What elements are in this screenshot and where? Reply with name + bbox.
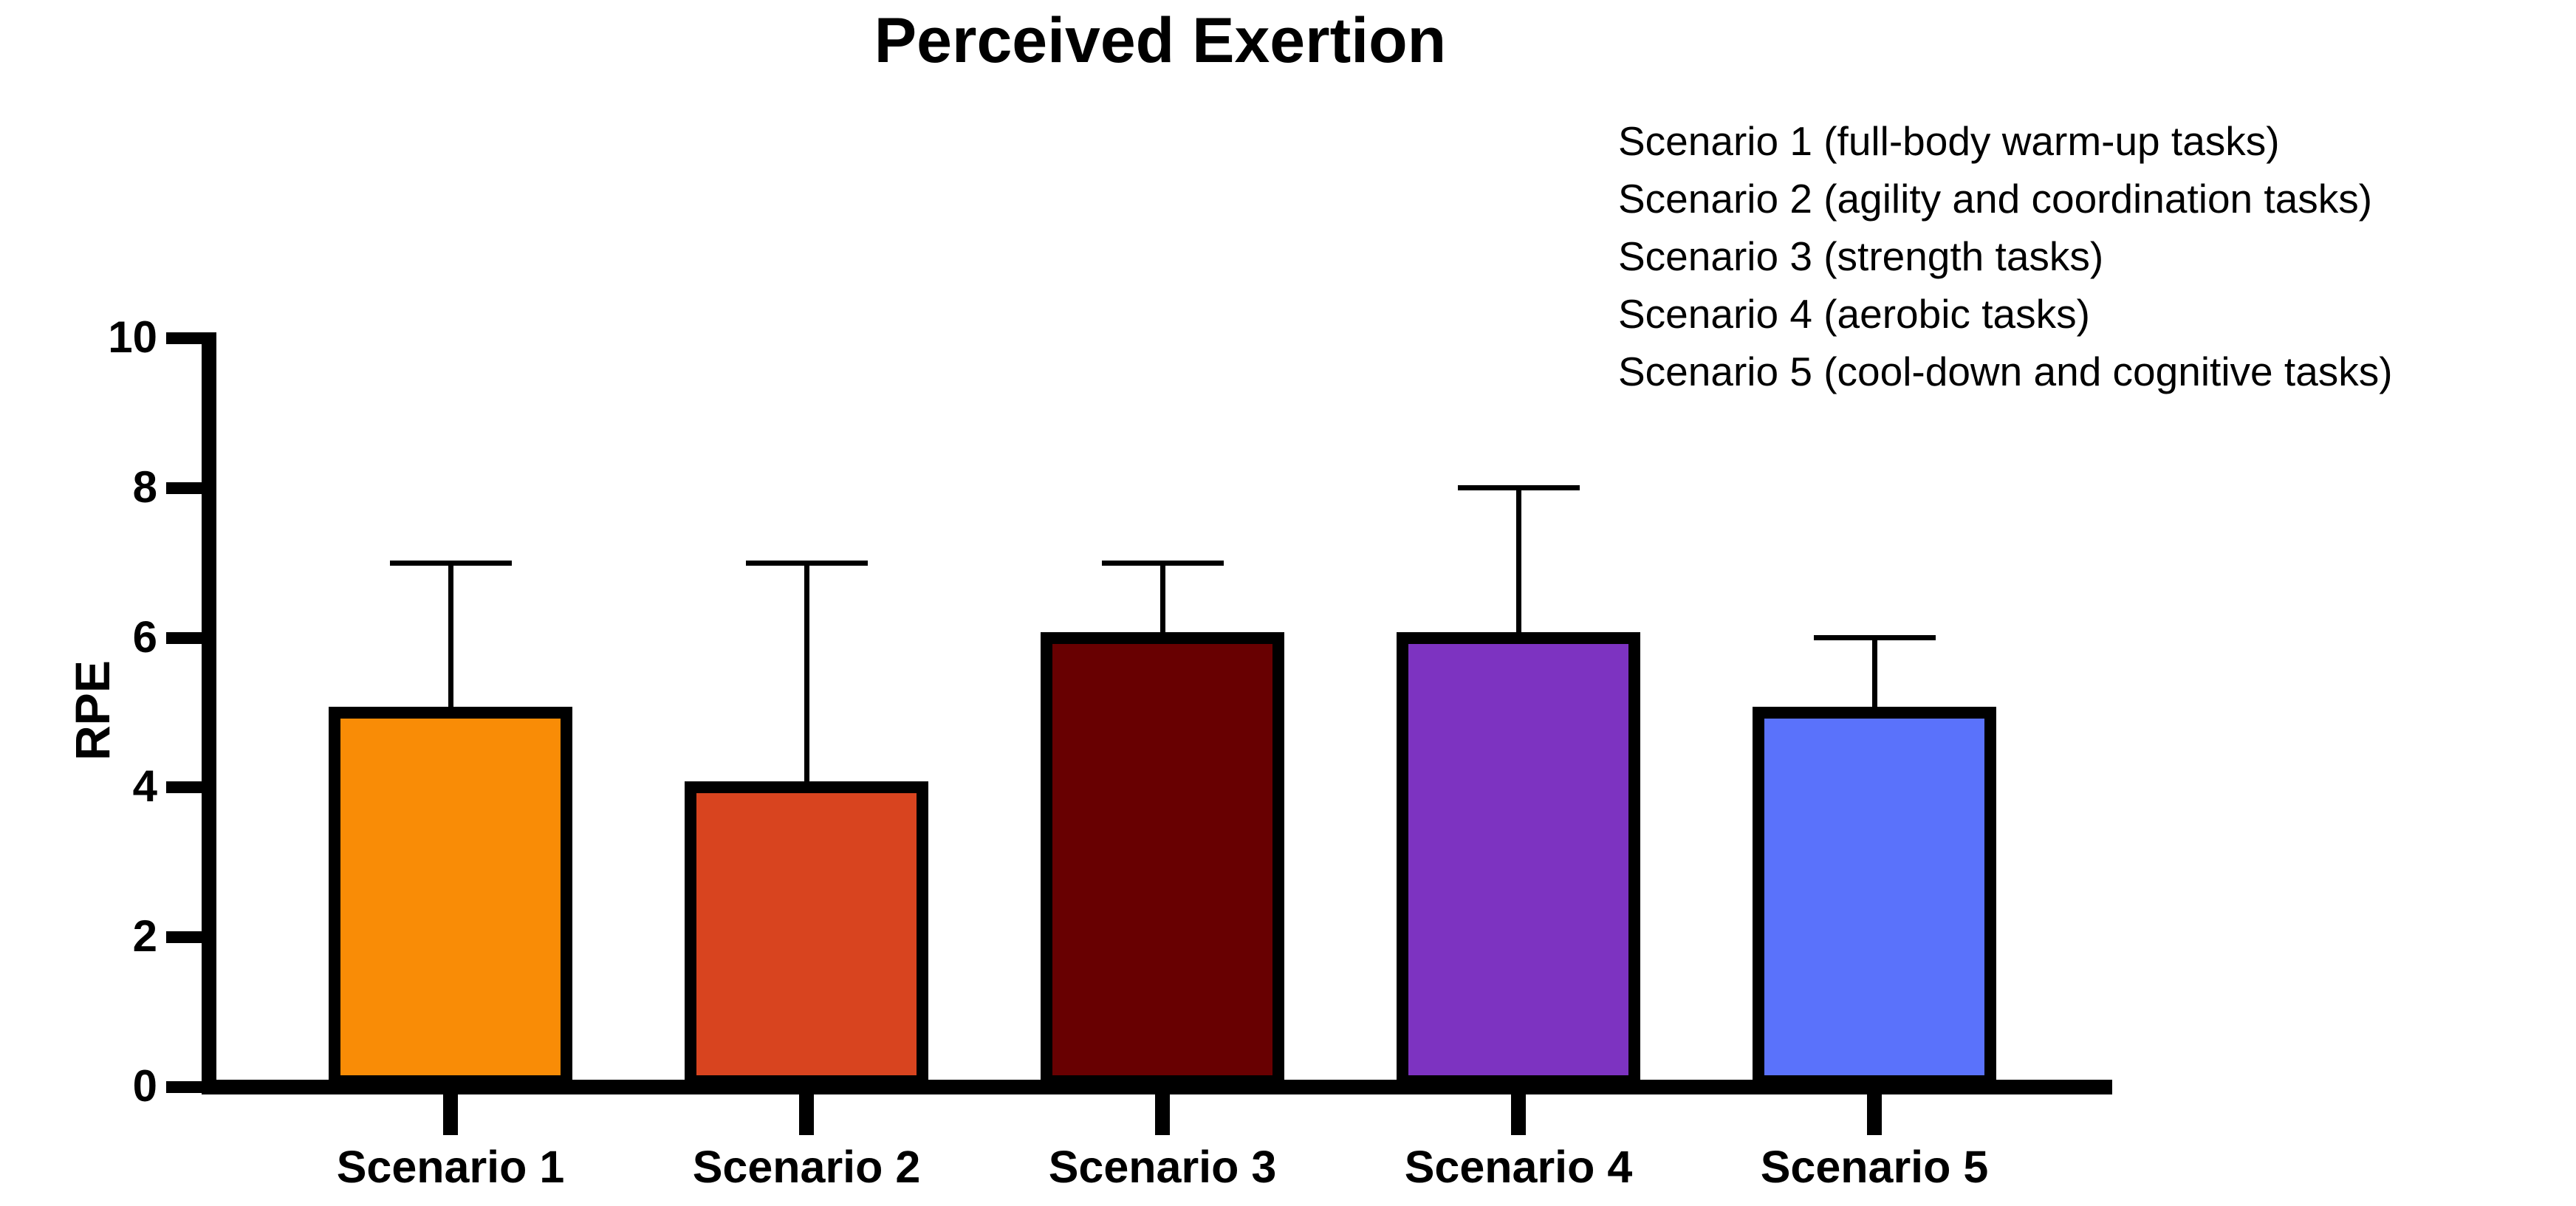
chart-title: Perceived Exertion xyxy=(874,5,1447,76)
x-axis-tick xyxy=(1511,1094,1526,1135)
error-bar-cap xyxy=(745,560,868,566)
y-tick-label: 0 xyxy=(132,1061,157,1111)
y-axis-label: RPE xyxy=(65,660,120,761)
y-axis-tick xyxy=(166,482,203,494)
legend-item: Scenario 5 (cool-down and cognitive task… xyxy=(1618,349,2393,394)
error-bar-line xyxy=(1515,487,1521,632)
y-axis-tick xyxy=(166,631,203,644)
y-tick-label: 10 xyxy=(108,312,157,362)
error-bar-cap xyxy=(389,560,512,566)
x-axis-tick xyxy=(443,1094,458,1135)
x-tick-label: Scenario 4 xyxy=(1404,1142,1633,1192)
y-tick-label: 2 xyxy=(132,911,157,962)
x-axis-tick xyxy=(799,1094,814,1135)
y-axis-tick xyxy=(166,931,203,944)
error-bar-cap xyxy=(1457,485,1580,491)
x-axis-tick xyxy=(1155,1094,1170,1135)
y-tick-label: 6 xyxy=(132,611,157,662)
y-tick-label: 4 xyxy=(132,761,157,812)
error-bar-line xyxy=(804,563,809,782)
y-axis-tick xyxy=(166,1081,203,1093)
bar-scenario-2 xyxy=(685,781,928,1087)
y-axis-tick xyxy=(166,781,203,794)
error-bar-cap xyxy=(1101,560,1224,566)
bar-scenario-1 xyxy=(329,707,572,1087)
error-bar-cap xyxy=(1813,635,1936,641)
bar-scenario-4 xyxy=(1397,631,1640,1087)
x-tick-label: Scenario 5 xyxy=(1760,1142,1989,1192)
bar-scenario-3 xyxy=(1041,631,1284,1087)
error-bar-line xyxy=(1159,563,1165,632)
legend-item: Scenario 3 (strength tasks) xyxy=(1618,233,2104,279)
bar-scenario-5 xyxy=(1753,707,1996,1087)
y-axis-line xyxy=(202,332,216,1094)
y-tick-label: 8 xyxy=(132,462,157,512)
error-bar-line xyxy=(1871,637,1877,707)
legend-item: Scenario 4 (aerobic tasks) xyxy=(1618,291,2090,337)
legend-item: Scenario 1 (full-body warm-up tasks) xyxy=(1618,118,2280,164)
x-tick-label: Scenario 1 xyxy=(336,1142,565,1192)
y-axis-tick xyxy=(166,332,203,344)
x-tick-label: Scenario 3 xyxy=(1048,1142,1277,1192)
legend: Scenario 1 (full-body warm-up tasks) Scen… xyxy=(1618,112,2393,400)
legend-item: Scenario 2 (agility and coordination tas… xyxy=(1618,176,2373,222)
x-tick-label: Scenario 2 xyxy=(692,1142,921,1192)
x-axis-tick xyxy=(1867,1094,1882,1135)
error-bar-line xyxy=(448,563,453,707)
